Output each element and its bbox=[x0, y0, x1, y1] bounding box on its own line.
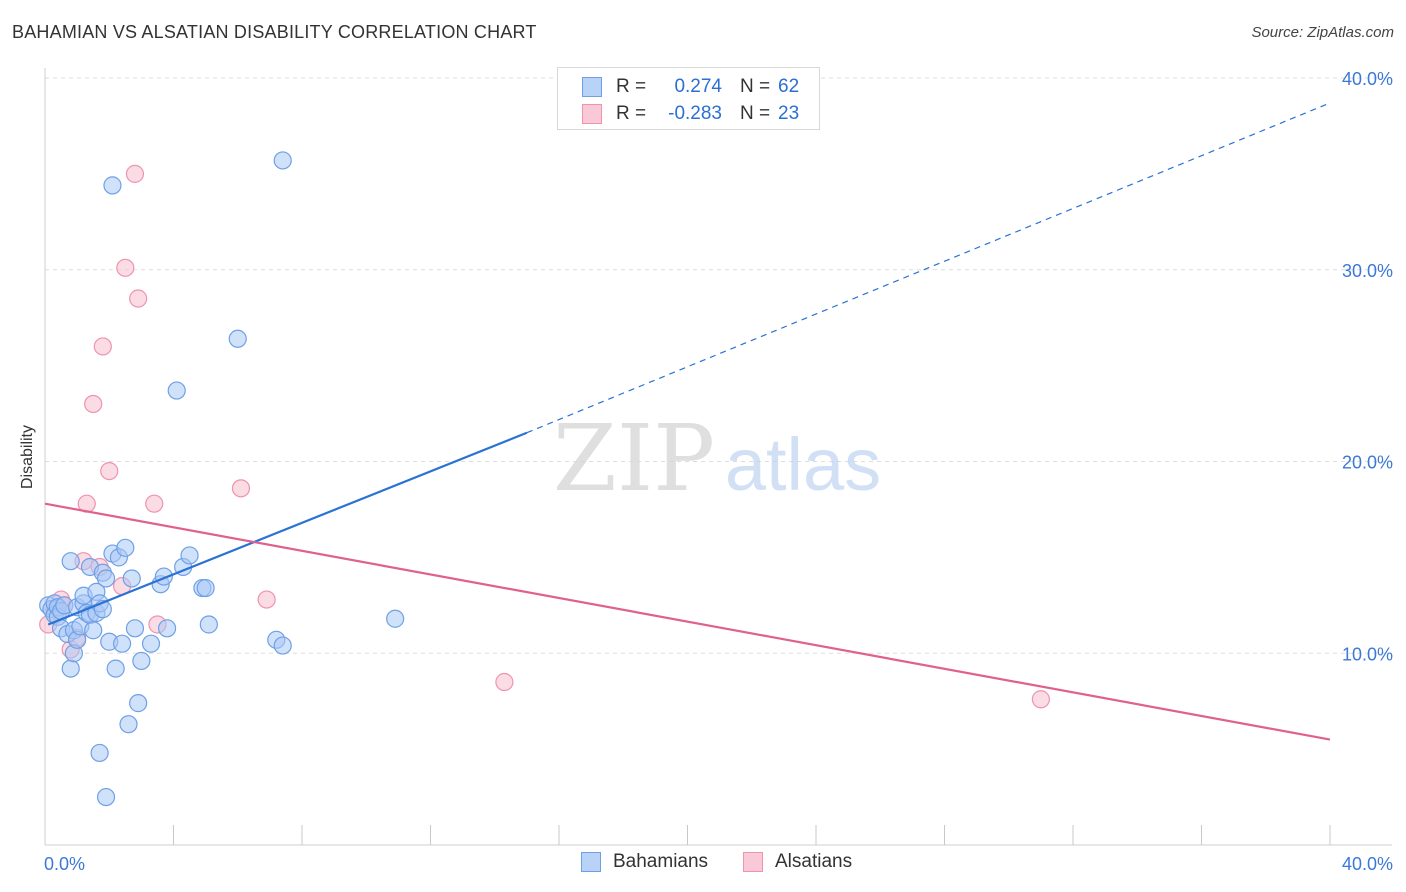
bahamian-point bbox=[96, 787, 116, 807]
y-tick-label: 10.0% bbox=[1342, 644, 1393, 664]
watermark-atlas: atlas bbox=[725, 423, 881, 506]
alsatian-point bbox=[257, 590, 276, 609]
data-points bbox=[39, 151, 1050, 807]
blue-swatch bbox=[581, 852, 601, 872]
stats-legend: R = 0.274 N = 62 R = -0.283 N = 23 bbox=[557, 67, 820, 130]
bahamian-point bbox=[273, 151, 292, 170]
bahamian-point bbox=[103, 176, 122, 195]
bahamian-point bbox=[180, 546, 199, 565]
y-tick-label: 20.0% bbox=[1342, 453, 1393, 473]
y-tick-label: 40.0% bbox=[1342, 69, 1393, 89]
alsatian-point bbox=[495, 672, 514, 692]
alsatian-point bbox=[125, 164, 145, 183]
r-value: 0.274 bbox=[674, 76, 722, 97]
blue-swatch bbox=[582, 77, 602, 97]
bahamian-point bbox=[129, 694, 148, 713]
bahamian-point bbox=[112, 634, 132, 653]
alsatian-point bbox=[145, 494, 164, 513]
alsatian-point bbox=[93, 337, 112, 356]
legend-item-bahamians[interactable]: Bahamians bbox=[581, 851, 708, 873]
watermark: ZIP atlas bbox=[553, 405, 881, 512]
bahamian-point bbox=[119, 715, 138, 734]
y-tick-label: 30.0% bbox=[1342, 261, 1393, 281]
bahamian-point bbox=[141, 634, 161, 653]
tick-labels: 10.0% 20.0% 30.0% 40.0% 0.0% 40.0% bbox=[44, 69, 1393, 874]
bahamian-point bbox=[125, 619, 145, 638]
chart-title: BAHAMIAN VS ALSATIAN DISABILITY CORRELAT… bbox=[12, 22, 537, 42]
bahamian-point bbox=[196, 578, 215, 598]
bahamian-point bbox=[116, 538, 135, 557]
legend-row-alsatians: R = -0.283 N = 23 bbox=[582, 101, 799, 127]
bahamian-point bbox=[273, 636, 292, 655]
pink-swatch bbox=[743, 852, 763, 872]
n-value: 62 bbox=[778, 76, 800, 97]
bahamian-point bbox=[90, 743, 109, 763]
source-label: Source: ZipAtlas.com bbox=[1251, 24, 1394, 41]
alsatian-point bbox=[129, 289, 148, 308]
watermark-zip: ZIP bbox=[553, 405, 715, 512]
trend-lines bbox=[44, 102, 1331, 741]
legend-label: Alsatians bbox=[775, 851, 853, 872]
n-label: N = bbox=[740, 103, 771, 124]
gridlines bbox=[45, 77, 1392, 654]
bahamian-point bbox=[157, 619, 177, 638]
bahamian-point bbox=[167, 381, 186, 400]
axes bbox=[44, 68, 1392, 846]
bahamian-point bbox=[106, 659, 125, 678]
alsatian-point bbox=[116, 258, 135, 277]
legend-row-bahamians: R = 0.274 N = 62 bbox=[582, 74, 799, 100]
x-tick-label: 40.0% bbox=[1342, 854, 1393, 874]
bahamian-point bbox=[199, 615, 218, 634]
x-tick-label: 0.0% bbox=[44, 854, 85, 874]
series-legend: Bahamians Alsatians bbox=[0, 851, 1406, 877]
bahamian-point bbox=[122, 569, 141, 588]
bahamian-point bbox=[96, 569, 116, 588]
r-label: R = bbox=[616, 103, 647, 124]
legend-label: Bahamians bbox=[613, 851, 709, 872]
r-label: R = bbox=[616, 76, 647, 97]
bahamian-point bbox=[132, 651, 151, 671]
bahamian-point bbox=[61, 659, 80, 678]
n-value: 23 bbox=[778, 103, 800, 124]
bahamian-point bbox=[386, 609, 405, 628]
alsatian-point bbox=[1031, 690, 1050, 709]
alsatian-point bbox=[100, 461, 119, 481]
bahamian-trend-line bbox=[47, 431, 528, 626]
pink-swatch bbox=[582, 104, 602, 124]
bahamian-point bbox=[61, 552, 80, 571]
alsatian-point bbox=[84, 394, 103, 414]
r-value: -0.283 bbox=[668, 103, 722, 124]
bahamian-point bbox=[84, 621, 103, 640]
bahamian-point bbox=[228, 329, 247, 348]
alsatian-trend-line bbox=[44, 502, 1331, 741]
n-label: N = bbox=[740, 76, 771, 97]
legend-item-alsatians[interactable]: Alsatians bbox=[743, 851, 852, 873]
bahamian-trend-extension bbox=[526, 102, 1331, 434]
alsatian-point bbox=[231, 479, 251, 498]
